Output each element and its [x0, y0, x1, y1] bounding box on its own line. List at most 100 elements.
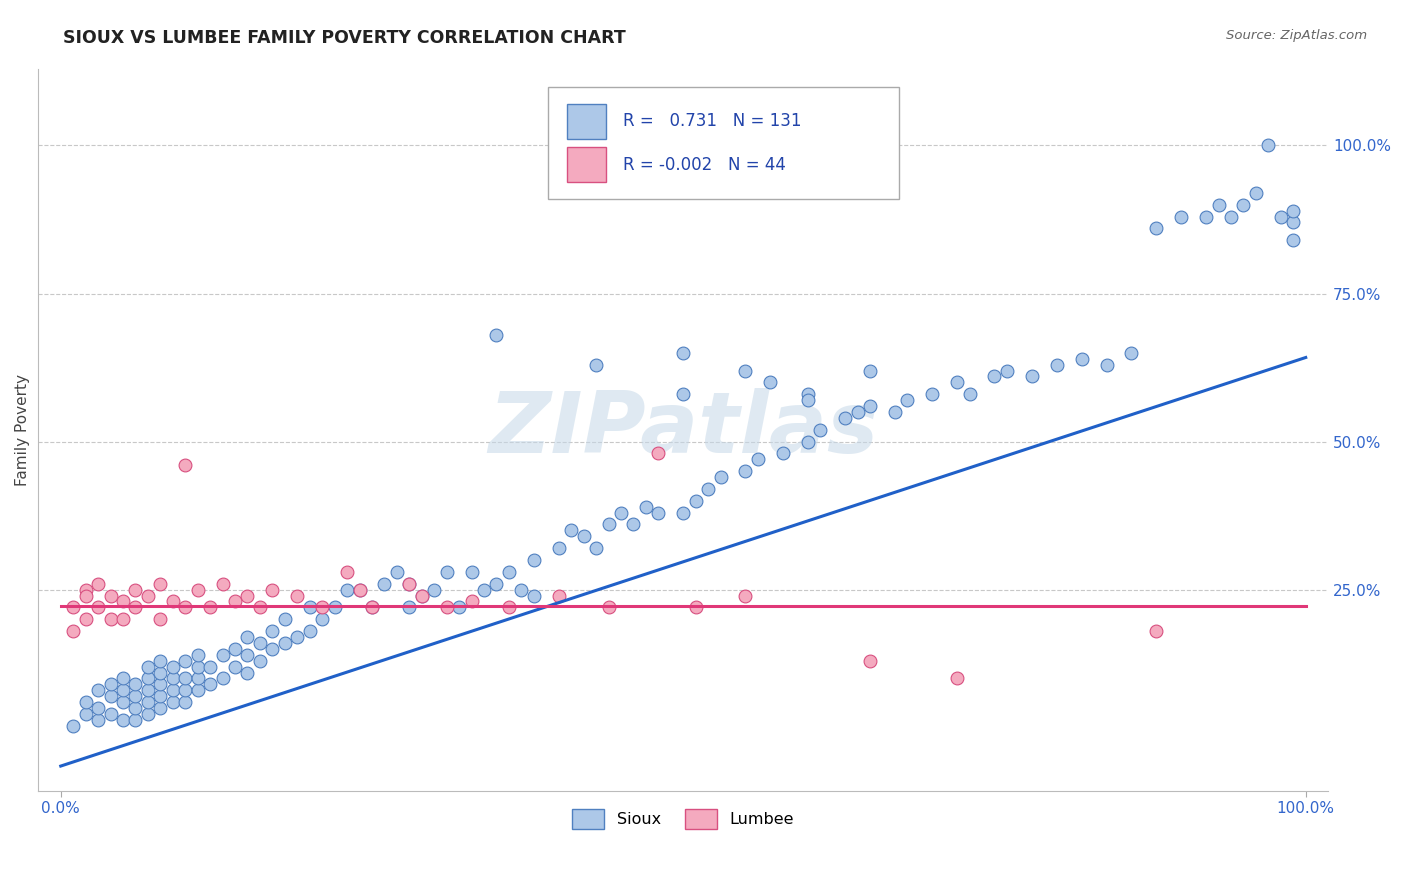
- Point: [472, 582, 495, 597]
- Point: [198, 600, 221, 615]
- Point: [174, 458, 197, 473]
- Point: [236, 665, 259, 680]
- Point: [298, 600, 321, 615]
- FancyBboxPatch shape: [567, 147, 606, 182]
- Point: [983, 369, 1005, 384]
- Point: [311, 612, 333, 626]
- Point: [87, 701, 110, 715]
- Point: [124, 582, 146, 597]
- Point: [136, 695, 159, 709]
- Point: [411, 589, 433, 603]
- Point: [1270, 210, 1292, 224]
- Point: [921, 387, 943, 401]
- Y-axis label: Family Poverty: Family Poverty: [15, 374, 30, 486]
- Point: [75, 695, 97, 709]
- Point: [87, 600, 110, 615]
- Point: [523, 553, 546, 567]
- Point: [598, 600, 620, 615]
- Text: R =   0.731   N = 131: R = 0.731 N = 131: [623, 112, 801, 130]
- Point: [75, 582, 97, 597]
- Point: [1244, 186, 1267, 200]
- Point: [285, 589, 308, 603]
- Point: [124, 701, 146, 715]
- Point: [623, 517, 645, 532]
- Point: [149, 665, 172, 680]
- Point: [285, 630, 308, 644]
- Point: [697, 482, 720, 496]
- Point: [87, 713, 110, 727]
- Point: [149, 576, 172, 591]
- Point: [211, 672, 233, 686]
- Point: [859, 399, 882, 413]
- FancyBboxPatch shape: [548, 87, 898, 199]
- Legend: Sioux, Lumbee: Sioux, Lumbee: [565, 803, 800, 835]
- Point: [1095, 358, 1118, 372]
- Point: [187, 582, 209, 597]
- Point: [236, 630, 259, 644]
- Point: [249, 600, 271, 615]
- Point: [1220, 210, 1243, 224]
- Point: [485, 576, 508, 591]
- Point: [672, 345, 695, 359]
- Point: [111, 713, 134, 727]
- Point: [187, 659, 209, 673]
- Point: [685, 600, 707, 615]
- Point: [124, 713, 146, 727]
- Point: [111, 695, 134, 709]
- Point: [136, 683, 159, 698]
- Text: Source: ZipAtlas.com: Source: ZipAtlas.com: [1226, 29, 1367, 43]
- Point: [547, 589, 569, 603]
- Point: [498, 600, 520, 615]
- Point: [75, 589, 97, 603]
- Point: [734, 464, 756, 478]
- Point: [1170, 210, 1192, 224]
- FancyBboxPatch shape: [567, 104, 606, 138]
- Point: [149, 701, 172, 715]
- Point: [198, 677, 221, 691]
- Point: [349, 582, 371, 597]
- Point: [187, 683, 209, 698]
- Point: [136, 672, 159, 686]
- Point: [224, 594, 246, 608]
- Point: [460, 594, 482, 608]
- Point: [834, 410, 856, 425]
- Point: [62, 600, 84, 615]
- Point: [1282, 203, 1305, 218]
- Point: [274, 636, 297, 650]
- Point: [523, 589, 546, 603]
- Point: [162, 695, 184, 709]
- Point: [946, 672, 969, 686]
- Point: [808, 423, 831, 437]
- Point: [262, 624, 284, 638]
- Point: [149, 612, 172, 626]
- Point: [236, 648, 259, 662]
- Point: [796, 434, 818, 449]
- Point: [174, 683, 197, 698]
- Point: [124, 677, 146, 691]
- Point: [100, 677, 122, 691]
- Point: [111, 612, 134, 626]
- Point: [336, 582, 359, 597]
- Text: SIOUX VS LUMBEE FAMILY POVERTY CORRELATION CHART: SIOUX VS LUMBEE FAMILY POVERTY CORRELATI…: [63, 29, 626, 47]
- Point: [1257, 138, 1279, 153]
- Point: [995, 363, 1018, 377]
- Point: [174, 654, 197, 668]
- Point: [547, 541, 569, 556]
- Point: [336, 565, 359, 579]
- Point: [959, 387, 981, 401]
- Point: [323, 600, 346, 615]
- Point: [124, 600, 146, 615]
- Point: [423, 582, 446, 597]
- Point: [162, 683, 184, 698]
- Point: [560, 524, 582, 538]
- Text: ZIPatlas: ZIPatlas: [488, 388, 879, 471]
- Point: [859, 363, 882, 377]
- Point: [572, 529, 595, 543]
- Point: [211, 648, 233, 662]
- Point: [1046, 358, 1069, 372]
- Point: [859, 654, 882, 668]
- Point: [262, 582, 284, 597]
- Point: [100, 589, 122, 603]
- Point: [111, 594, 134, 608]
- Point: [498, 565, 520, 579]
